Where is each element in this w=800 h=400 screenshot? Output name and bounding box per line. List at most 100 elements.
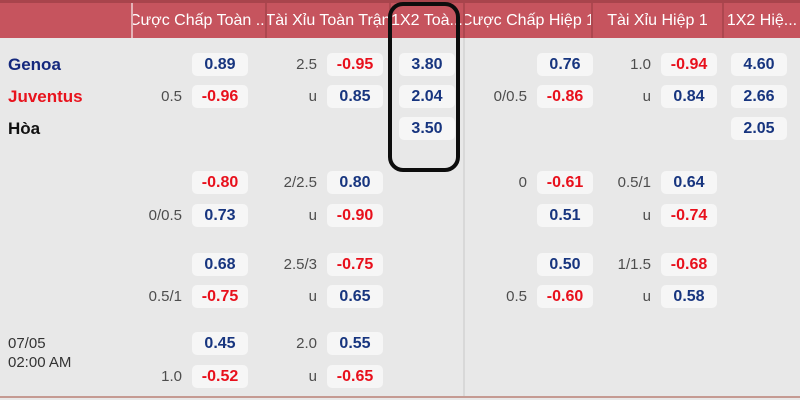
odds-value[interactable]: 0.65 xyxy=(327,285,383,308)
odds-cell-handicap-full[interactable]: 0/0.5 0.73 xyxy=(149,204,248,227)
odds-value[interactable]: -0.52 xyxy=(192,365,248,388)
odds-value[interactable]: 3.80 xyxy=(399,53,455,76)
odds-value[interactable]: -0.74 xyxy=(661,204,717,227)
odds-value[interactable]: -0.90 xyxy=(327,204,383,227)
column-header-overunder-full: Tài Xỉu Toàn Trận xyxy=(265,3,389,38)
odds-cell-handicap-half1-away[interactable]: 0/0.5 -0.86 xyxy=(494,85,593,108)
odds-cell-overunder-half1[interactable]: 0.5/1 0.64 xyxy=(618,171,717,194)
odds-cell-overunder-half1[interactable]: 1/1.5 -0.68 xyxy=(618,253,717,276)
odds-value[interactable]: 0.73 xyxy=(192,204,248,227)
odds-cell-handicap-full[interactable]: 0.45 xyxy=(182,332,248,355)
odds-cell-handicap-half1[interactable]: 0 -0.61 xyxy=(519,171,593,194)
handicap-line: 0.5 xyxy=(161,88,182,105)
overunder-line: u xyxy=(642,288,651,305)
odds-value[interactable]: -0.86 xyxy=(537,85,593,108)
odds-value[interactable]: 0.80 xyxy=(327,171,383,194)
odds-value[interactable]: 0.51 xyxy=(537,204,593,227)
odds-value[interactable]: 0.64 xyxy=(661,171,717,194)
odds-cell-1x2-half1-home[interactable]: 4.60 xyxy=(731,53,787,76)
overunder-line: u xyxy=(642,88,651,105)
odds-value[interactable]: 0.84 xyxy=(661,85,717,108)
odds-cell-overunder-full[interactable]: 2/2.5 0.80 xyxy=(284,171,383,194)
overunder-line: 2.5 xyxy=(296,56,317,73)
odds-value[interactable]: -0.68 xyxy=(661,253,717,276)
odds-cell-handicap-half1-home[interactable]: 0.76 xyxy=(527,53,593,76)
odds-cell-handicap-full-home[interactable]: 0.89 xyxy=(182,53,248,76)
odds-cell-handicap-half1[interactable]: 0.51 xyxy=(527,204,593,227)
odds-cell-overunder-full[interactable]: 2.0 0.55 xyxy=(296,332,383,355)
draw-label: Hòa xyxy=(8,119,41,138)
column-header-1x2-half1: 1X2 Hiệ... xyxy=(722,3,800,38)
odds-value[interactable]: 0.76 xyxy=(537,53,593,76)
handicap-line: 0.5/1 xyxy=(148,288,182,305)
team-home-label: Genoa xyxy=(8,55,61,74)
odds-cell-handicap-half1[interactable]: 0.5 -0.60 xyxy=(506,285,593,308)
odds-cell-overunder-half1[interactable]: u 0.58 xyxy=(643,285,717,308)
overunder-line: 1/1.5 xyxy=(617,256,651,273)
bottom-border xyxy=(0,396,800,398)
handicap-line: 0/0.5 xyxy=(493,88,527,105)
odds-value[interactable]: -0.75 xyxy=(327,253,383,276)
overunder-line: 2.0 xyxy=(296,335,317,352)
odds-value[interactable]: 0.89 xyxy=(192,53,248,76)
odds-value[interactable]: 0.45 xyxy=(192,332,248,355)
odds-cell-handicap-full-away[interactable]: 0.5 -0.96 xyxy=(161,85,248,108)
odds-cell-overunder-full[interactable]: u 0.65 xyxy=(309,285,383,308)
odds-cell-overunder-half1-under[interactable]: u 0.84 xyxy=(643,85,717,108)
odds-cell-handicap-full[interactable]: 0.68 xyxy=(182,253,248,276)
odds-cell-overunder-half1-over[interactable]: 1.0 -0.94 xyxy=(630,53,717,76)
handicap-line: 0.5 xyxy=(506,288,527,305)
odds-value[interactable]: 3.50 xyxy=(399,117,455,140)
table-header: Cược Chấp Toàn ... Tài Xỉu Toàn Trận 1X2… xyxy=(0,0,800,38)
overunder-line: 2/2.5 xyxy=(283,174,317,191)
odds-cell-1x2-full-away[interactable]: 2.04 xyxy=(399,85,455,108)
odds-cell-overunder-full[interactable]: 2.5/3 -0.75 xyxy=(284,253,383,276)
odds-value[interactable]: 0.68 xyxy=(192,253,248,276)
odds-cell-overunder-full-under[interactable]: u 0.85 xyxy=(309,85,383,108)
odds-cell-1x2-full-draw[interactable]: 3.50 xyxy=(399,117,455,140)
odds-value[interactable]: 0.50 xyxy=(537,253,593,276)
odds-cell-handicap-half1[interactable]: 0.50 xyxy=(527,253,593,276)
odds-cell-handicap-full[interactable]: 1.0 -0.52 xyxy=(161,365,248,388)
column-header-overunder-half1: Tài Xỉu Hiệp 1 xyxy=(591,3,722,38)
odds-cell-1x2-half1-draw[interactable]: 2.05 xyxy=(731,117,787,140)
team-away-label: Juventus xyxy=(8,87,83,106)
odds-cell-handicap-full[interactable]: -0.80 xyxy=(182,171,248,194)
odds-cell-handicap-full[interactable]: 0.5/1 -0.75 xyxy=(149,285,248,308)
handicap-line: 1.0 xyxy=(161,368,182,385)
match-date: 07/05 xyxy=(8,335,46,352)
odds-value[interactable]: 4.60 xyxy=(731,53,787,76)
overunder-line: u xyxy=(308,88,317,105)
odds-cell-overunder-half1[interactable]: u -0.74 xyxy=(643,204,717,227)
odds-value[interactable]: 0.58 xyxy=(661,285,717,308)
overunder-line: u xyxy=(308,207,317,224)
odds-cell-overunder-full-over[interactable]: 2.5 -0.95 xyxy=(296,53,383,76)
column-header-handicap-full: Cược Chấp Toàn ... xyxy=(131,3,265,38)
odds-value[interactable]: 0.85 xyxy=(327,85,383,108)
overunder-line: 2.5/3 xyxy=(283,256,317,273)
odds-value[interactable]: -0.61 xyxy=(537,171,593,194)
odds-value[interactable]: -0.95 xyxy=(327,53,383,76)
odds-value[interactable]: 0.55 xyxy=(327,332,383,355)
overunder-line: 0.5/1 xyxy=(617,174,651,191)
odds-cell-1x2-half1-away[interactable]: 2.66 xyxy=(731,85,787,108)
odds-value[interactable]: -0.80 xyxy=(192,171,248,194)
overunder-line: 1.0 xyxy=(630,56,651,73)
column-divider xyxy=(463,38,465,396)
odds-value[interactable]: -0.94 xyxy=(661,53,717,76)
odds-value[interactable]: -0.60 xyxy=(537,285,593,308)
odds-value[interactable]: 2.66 xyxy=(731,85,787,108)
odds-value[interactable]: -0.65 xyxy=(327,365,383,388)
odds-value[interactable]: 2.04 xyxy=(399,85,455,108)
column-header-handicap-half1: Cược Chấp Hiệp 1 xyxy=(463,3,591,38)
odds-cell-overunder-full[interactable]: u -0.90 xyxy=(309,204,383,227)
odds-value[interactable]: -0.96 xyxy=(192,85,248,108)
odds-value[interactable]: 2.05 xyxy=(731,117,787,140)
overunder-line: u xyxy=(642,207,651,224)
overunder-line: u xyxy=(308,368,317,385)
overunder-line: u xyxy=(308,288,317,305)
odds-value[interactable]: -0.75 xyxy=(192,285,248,308)
odds-cell-overunder-full[interactable]: u -0.65 xyxy=(309,365,383,388)
odds-cell-1x2-full-home[interactable]: 3.80 xyxy=(399,53,455,76)
